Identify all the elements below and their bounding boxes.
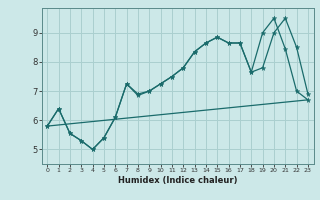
X-axis label: Humidex (Indice chaleur): Humidex (Indice chaleur): [118, 176, 237, 185]
